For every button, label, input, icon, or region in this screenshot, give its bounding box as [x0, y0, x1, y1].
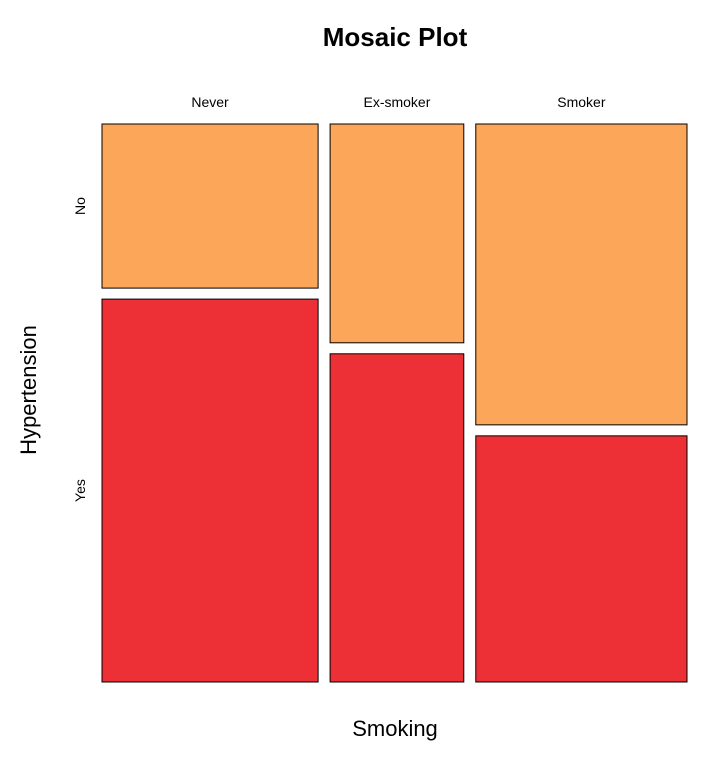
y-tick-labels: No Yes [72, 197, 88, 502]
tile-never-no [101, 123, 319, 289]
x-axis-title: Smoking [352, 716, 438, 741]
y-tick-label-no: No [72, 197, 88, 215]
tile-smoker-no [475, 123, 688, 426]
y-axis-title: Hypertension [16, 325, 41, 455]
tile-ex-smoker-yes [329, 353, 465, 683]
y-tick-label-yes: Yes [72, 479, 88, 502]
x-tick-label-ex-smoker: Ex-smoker [363, 94, 430, 110]
chart-title: Mosaic Plot [323, 22, 468, 52]
x-tick-label-smoker: Smoker [557, 94, 606, 110]
tile-smoker-yes [475, 435, 688, 683]
x-tick-label-never: Never [191, 94, 229, 110]
mosaic-tiles [101, 123, 688, 683]
tile-never-yes [101, 298, 319, 683]
tile-ex-smoker-no [329, 123, 465, 344]
x-tick-labels: Never Ex-smoker Smoker [191, 94, 605, 110]
